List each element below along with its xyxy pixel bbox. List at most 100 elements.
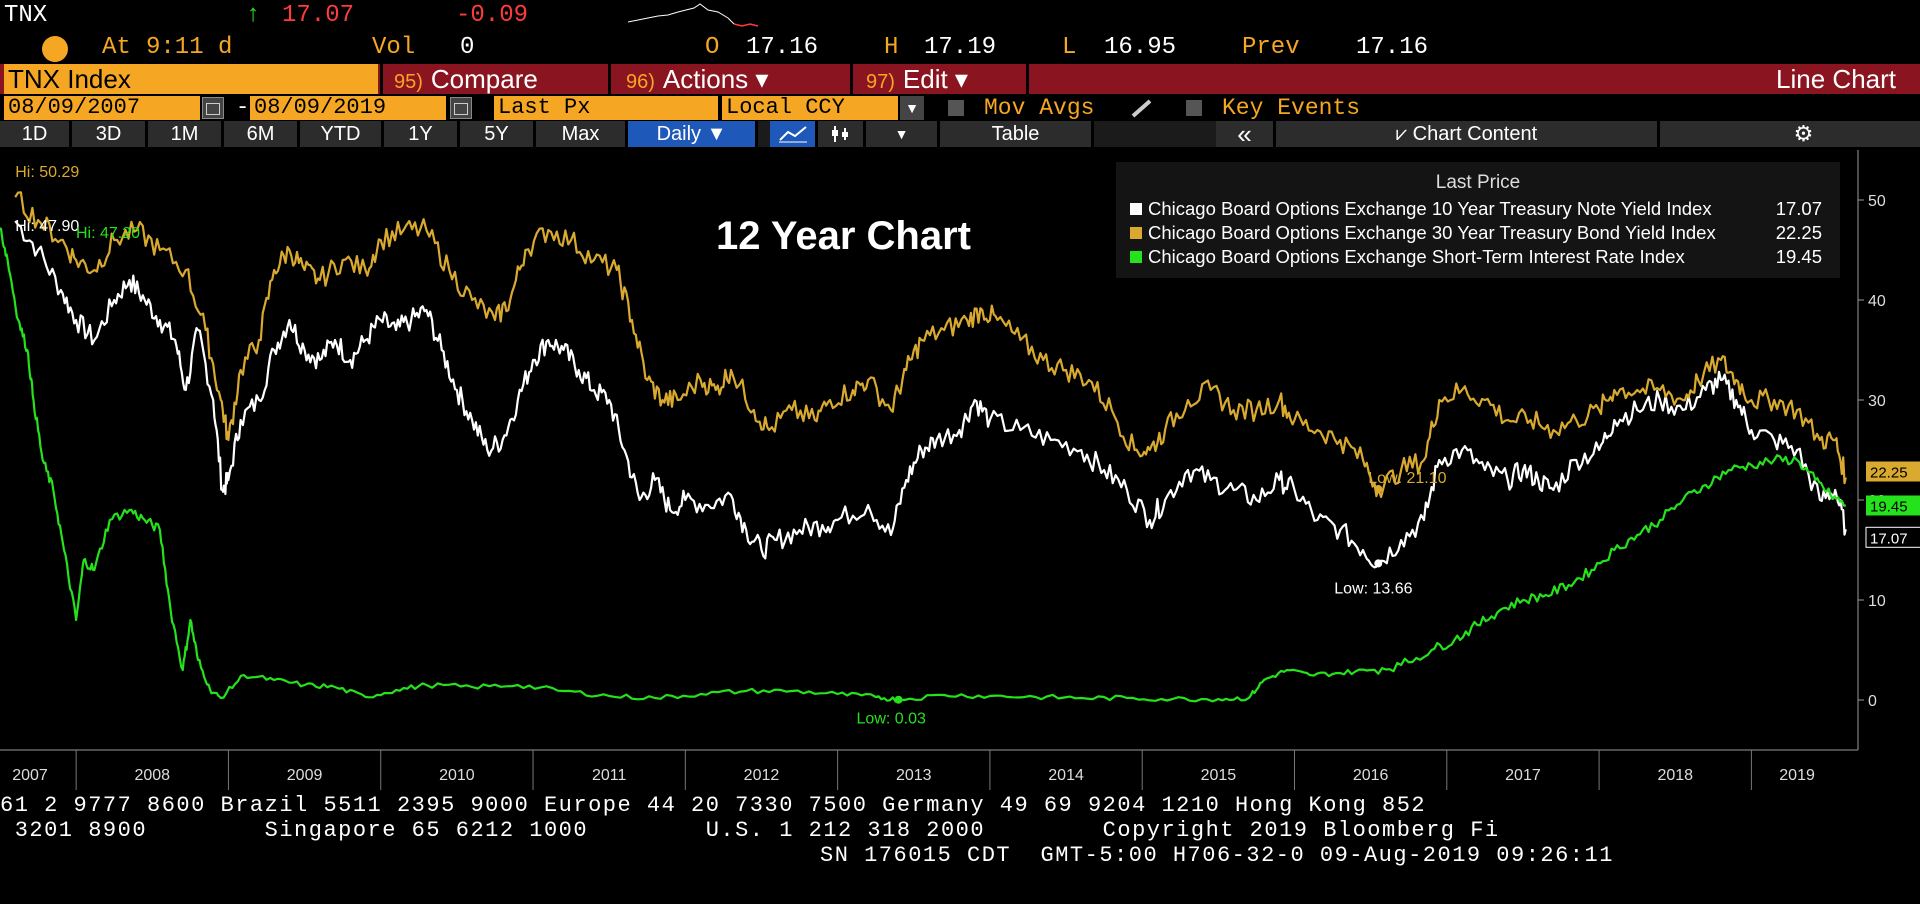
legend-item-tnx[interactable]: Chicago Board Options Exchange 10 Year T… xyxy=(1130,198,1822,220)
annotation-marker xyxy=(1374,485,1383,493)
sparkline xyxy=(628,3,759,27)
x-tick-label: 2014 xyxy=(1048,767,1084,784)
tab-6m[interactable]: 6M xyxy=(224,121,300,147)
line-chart-icon[interactable] xyxy=(770,121,818,147)
volume-label: Vol xyxy=(372,34,416,61)
y-tick-label: 10 xyxy=(1868,593,1886,610)
price-field-select[interactable]: Last Px xyxy=(494,96,718,120)
compare-menu[interactable]: 95) Compare xyxy=(394,64,538,94)
x-tick-label: 2012 xyxy=(744,767,780,784)
x-tick-label: 2009 xyxy=(287,767,323,784)
end-date-input[interactable]: 08/09/2019 xyxy=(250,96,446,120)
price-change: -0.09 xyxy=(456,2,529,29)
last-price-tag-bg xyxy=(1866,495,1920,516)
chevron-down-icon[interactable]: ▼ xyxy=(900,96,924,120)
menu-bar: TNX Index 95) Compare 96) Actions ▾ 97) Edi… xyxy=(0,64,1920,94)
x-tick-label: 2008 xyxy=(134,767,170,784)
tab-3d[interactable]: 3D xyxy=(72,121,148,147)
footer-contacts-line1: 61 2 9777 8600 Brazil 5511 2395 9000 Eur… xyxy=(0,793,1427,818)
x-tick-label: 2016 xyxy=(1353,767,1389,784)
legend-swatch xyxy=(1130,203,1142,215)
bar-chart-icon[interactable] xyxy=(818,121,866,147)
y-tick-label: 50 xyxy=(1868,193,1886,210)
legend-label: Chicago Board Options Exchange Short-Ter… xyxy=(1148,246,1685,267)
legend-value: 22.25 xyxy=(1775,222,1822,243)
legend-label: Chicago Board Options Exchange 10 Year T… xyxy=(1148,198,1712,219)
prev-label: Prev xyxy=(1242,34,1300,61)
frequency-select[interactable]: Daily ▼ xyxy=(628,121,758,147)
chart-content-button[interactable]: ⩗ Chart Content xyxy=(1276,121,1660,147)
legend-value: 19.45 xyxy=(1775,246,1822,267)
quote-time: 9:11 d xyxy=(146,34,233,61)
calendar-icon[interactable] xyxy=(202,97,224,119)
tab-ytd[interactable]: YTD xyxy=(300,121,384,147)
tab-5y[interactable]: 5Y xyxy=(460,121,536,147)
y-tick-label: 0 xyxy=(1868,693,1877,710)
edit-number: 97) xyxy=(866,71,895,93)
start-date-input[interactable]: 08/09/2007 xyxy=(4,96,200,120)
date-range-dash: - xyxy=(236,95,250,120)
annotation-marker xyxy=(1374,559,1383,568)
calendar-icon[interactable] xyxy=(450,97,472,119)
legend-item-tyx[interactable]: Chicago Board Options Exchange 30 Year T… xyxy=(1130,222,1822,244)
currency-select[interactable]: Local CCY xyxy=(722,96,898,120)
at-label: At xyxy=(102,34,131,61)
quote-detail-row: At 9:11 d Vol 0 O 17.16 H 17.19 L 16.95 … xyxy=(0,32,1920,64)
chart-content-label: Chart Content xyxy=(1412,123,1538,145)
chart-type-label[interactable]: Line Chart xyxy=(1776,64,1896,94)
low-value: 16.95 xyxy=(1104,34,1177,61)
last-price: 17.07 xyxy=(282,2,355,29)
annotation-label: Low: 13.66 xyxy=(1334,580,1412,597)
legend-swatch xyxy=(1130,251,1142,263)
volume-value: 0 xyxy=(460,34,475,61)
legend-label: Chicago Board Options Exchange 30 Year T… xyxy=(1148,222,1716,243)
legend-swatch xyxy=(1130,227,1142,239)
ticker-input[interactable]: TNX Index xyxy=(4,64,378,94)
series-line[interactable] xyxy=(0,227,1846,703)
mov-avgs-checkbox[interactable] xyxy=(948,100,964,116)
x-tick-label: 2011 xyxy=(592,767,627,784)
edit-menu[interactable]: 97) Edit ▾ xyxy=(866,64,968,94)
open-value: 17.16 xyxy=(746,34,819,61)
last-price-tag: 22.25 xyxy=(1866,461,1920,482)
annotation-label: Hi: 50.29 xyxy=(15,164,79,181)
legend-value: 17.07 xyxy=(1775,198,1822,219)
tab-1d[interactable]: 1D xyxy=(0,121,72,147)
gear-icon[interactable]: ⚙ xyxy=(1660,121,1920,147)
period-tabs: 1D 3D 1M 6M YTD 1Y 5Y Max Daily ▼ ▼ Tabl… xyxy=(0,121,1920,147)
last-price-tag-label: 19.45 xyxy=(1870,499,1908,516)
quote-header: TNX ↑ 17.07 -0.09 xyxy=(0,0,1920,30)
actions-menu[interactable]: 96) Actions ▾ xyxy=(626,64,768,94)
legend-title: Last Price xyxy=(1435,172,1521,193)
x-tick-label: 2018 xyxy=(1657,767,1693,784)
key-events-checkbox[interactable] xyxy=(1186,100,1202,116)
high-value: 17.19 xyxy=(924,34,997,61)
annotation-marker xyxy=(894,695,903,704)
table-button[interactable]: Table xyxy=(940,121,1094,147)
chart-controls: 08/09/2007 - 08/09/2019 Last Px Local CC… xyxy=(0,96,1920,120)
collapse-button[interactable]: « xyxy=(1216,121,1276,147)
tab-1y[interactable]: 1Y xyxy=(384,121,460,147)
actions-label: Actions ▾ xyxy=(662,64,769,94)
chart-content-icon: ⩗ xyxy=(1395,123,1413,145)
tab-1m[interactable]: 1M xyxy=(148,121,224,147)
last-price-tag-label: 17.07 xyxy=(1870,530,1908,547)
legend-item-irx[interactable]: Chicago Board Options Exchange Short-Ter… xyxy=(1130,246,1822,268)
tab-max[interactable]: Max xyxy=(536,121,628,147)
pencil-icon[interactable] xyxy=(1130,98,1154,118)
series-line[interactable] xyxy=(14,220,1847,569)
chevron-down-icon[interactable]: ▼ xyxy=(866,121,940,147)
actions-number: 96) xyxy=(626,71,655,93)
key-events-label: Key Events xyxy=(1222,95,1361,121)
ticker-symbol: TNX xyxy=(4,2,48,29)
annotation-label: Hi: 47.90 xyxy=(15,218,79,235)
last-price-tag-bg xyxy=(1866,461,1920,482)
annotation-label: Hi: 47.20 xyxy=(76,225,140,242)
last-price-tag-bg xyxy=(1865,526,1920,548)
up-arrow-icon: ↑ xyxy=(246,2,261,29)
alert-gauge-icon[interactable] xyxy=(42,36,68,62)
x-tick-label: 2007 xyxy=(12,767,48,784)
series-line[interactable] xyxy=(14,191,1847,499)
high-label: H xyxy=(884,34,899,61)
